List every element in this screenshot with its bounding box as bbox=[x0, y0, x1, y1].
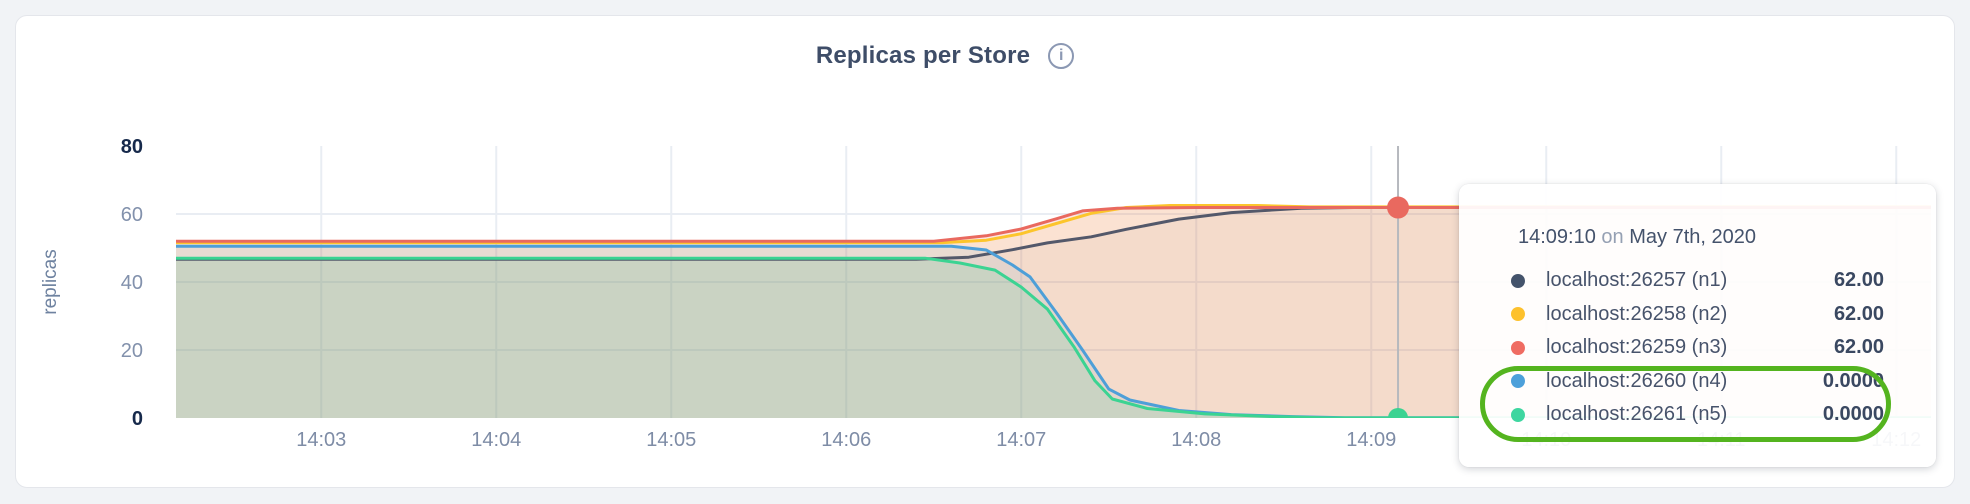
tooltip-time: 14:09:10 bbox=[1518, 226, 1596, 248]
series-color-dot-icon bbox=[1511, 273, 1525, 288]
y-axis-tick-label: 80 bbox=[121, 136, 143, 158]
crosshair-marker-dot bbox=[1387, 196, 1410, 219]
y-axis-tick-label: 0 bbox=[132, 408, 143, 430]
y-axis-tick-label: 40 bbox=[121, 272, 143, 294]
series-color-dot-icon bbox=[1511, 340, 1525, 355]
tooltip-series-label: localhost:26257 (n1) bbox=[1546, 269, 1728, 292]
chart-tooltip: 14:09:10 on May 7th, 2020 localhost:2625… bbox=[1459, 184, 1936, 467]
tooltip-series-value: 62.00 bbox=[1833, 336, 1884, 359]
y-axis-tick-label: 20 bbox=[121, 340, 143, 362]
series-line-n2 bbox=[176, 204, 1931, 245]
y-axis-title: replicas bbox=[40, 249, 61, 314]
series-line-n5 bbox=[176, 256, 1931, 418]
tooltip-date: May 7th, 2020 bbox=[1629, 226, 1756, 248]
chart-card: Replicas per Store i 0 20 40 60 80 14:03 14:04… bbox=[15, 15, 1955, 488]
tooltip-row: localhost:26260 (n4) 0.0000 bbox=[1459, 365, 1936, 399]
chart-header: Replicas per Store i bbox=[0, 42, 1914, 70]
tooltip-series-value: 0.0000 bbox=[1822, 403, 1884, 426]
tooltip-row: localhost:26258 (n2) 62.00 bbox=[1459, 298, 1936, 332]
tooltip-series-value: 62.00 bbox=[1833, 269, 1884, 292]
tooltip-series-value: 62.00 bbox=[1833, 302, 1884, 325]
y-axis-tick-label: 60 bbox=[121, 204, 143, 226]
series-area-n5 bbox=[176, 258, 1931, 418]
x-axis-tick-label: 14:03 bbox=[296, 429, 346, 451]
x-axis-tick-label: 14:06 bbox=[821, 429, 871, 451]
tooltip-timestamp: 14:09:10 on May 7th, 2020 bbox=[1518, 224, 1884, 250]
x-axis-tick-label: 14:04 bbox=[471, 429, 521, 451]
x-axis-tick-label: 14:07 bbox=[996, 429, 1046, 451]
tooltip-series-label: localhost:26258 (n2) bbox=[1546, 302, 1728, 325]
series-color-dot-icon bbox=[1511, 374, 1525, 389]
tooltip-row: localhost:26257 (n1) 62.00 bbox=[1459, 264, 1936, 298]
tooltip-row: localhost:26261 (n5) 0.0000 bbox=[1459, 398, 1936, 432]
tooltip-row: localhost:26259 (n3) 62.00 bbox=[1459, 331, 1936, 365]
info-icon[interactable]: i bbox=[1048, 43, 1075, 69]
series-area-n4 bbox=[176, 246, 1931, 418]
tooltip-connector: on bbox=[1601, 226, 1624, 248]
series-color-dot-icon bbox=[1511, 307, 1525, 322]
x-axis-tick-label: 14:09 bbox=[1346, 429, 1396, 451]
series-color-dot-icon bbox=[1511, 407, 1525, 422]
x-axis-tick-label: 14:08 bbox=[1171, 429, 1221, 451]
chart-title: Replicas per Store bbox=[815, 42, 1031, 69]
tooltip-series-label: localhost:26259 (n3) bbox=[1546, 336, 1728, 359]
tooltip-series-value: 0.0000 bbox=[1822, 369, 1884, 392]
crosshair-marker-dot bbox=[1388, 408, 1409, 418]
tooltip-series-label: localhost:26260 (n4) bbox=[1546, 369, 1728, 392]
series-line-n3 bbox=[176, 206, 1931, 243]
tooltip-series-label: localhost:26261 (n5) bbox=[1546, 403, 1728, 426]
x-axis-tick-label: 14:05 bbox=[646, 429, 696, 451]
tooltip-series-list: localhost:26257 (n1) 62.00 localhost:26258… bbox=[1459, 264, 1936, 432]
